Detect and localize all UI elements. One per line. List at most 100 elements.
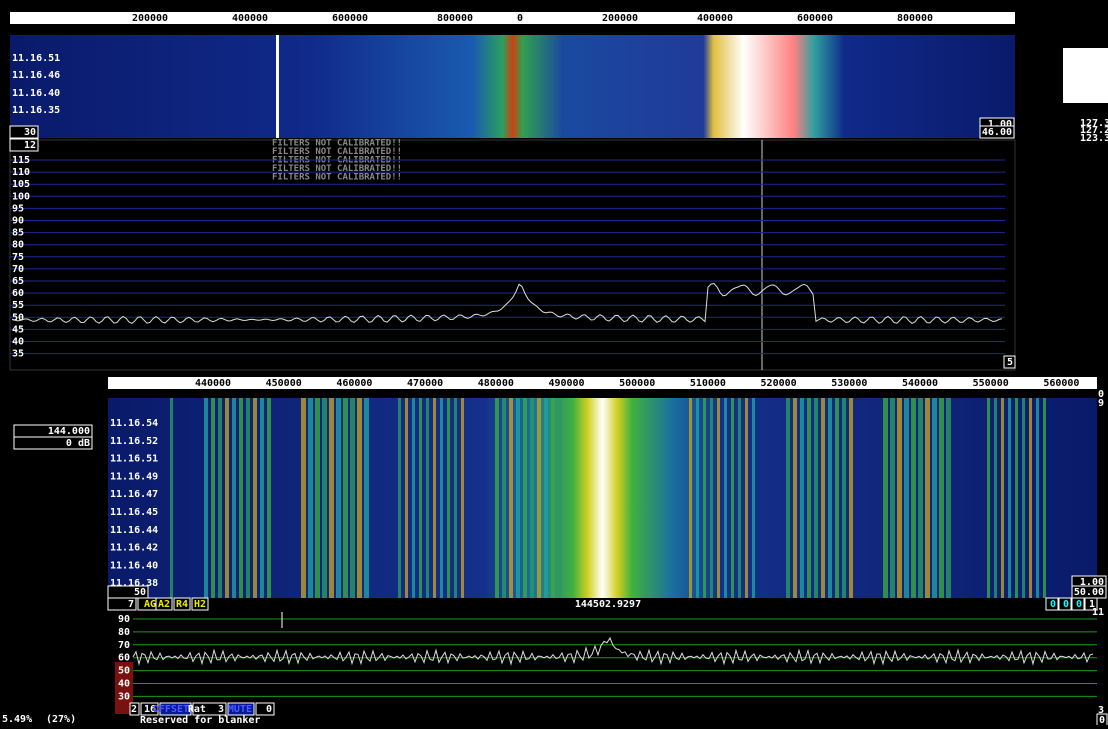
control: OFFSET — [153, 704, 189, 715]
stripe — [170, 398, 173, 598]
time-label: 11.16.44 — [110, 525, 158, 536]
stripe — [267, 398, 271, 598]
control: Rat 3 — [188, 704, 224, 715]
y-label: 105 — [12, 179, 30, 190]
spectrum-area — [10, 140, 1015, 370]
y-label: 65 — [12, 276, 24, 287]
scale: 5 — [1007, 357, 1013, 368]
stripe — [544, 398, 548, 598]
stripe — [530, 398, 534, 598]
stripe — [821, 398, 825, 598]
stripe — [987, 398, 990, 598]
stripe — [800, 398, 804, 598]
stripe — [883, 398, 888, 598]
stripe — [433, 398, 436, 598]
freq-label: 520000 — [761, 378, 797, 389]
freq-label: 540000 — [902, 378, 938, 389]
frequency: 144502.9297 — [575, 599, 641, 610]
stripe — [315, 398, 320, 598]
freq-label: 490000 — [548, 378, 584, 389]
range: 46.00 — [982, 127, 1012, 138]
stripe — [461, 398, 464, 598]
y-label: 40 — [118, 679, 130, 690]
y-label: 60 — [118, 653, 130, 664]
stripe — [322, 398, 327, 598]
stripe — [946, 398, 951, 598]
y-label: 45 — [12, 324, 24, 335]
stripe — [495, 398, 499, 598]
stripe — [454, 398, 457, 598]
stripe — [551, 398, 555, 598]
freq-label: 800000 — [897, 13, 933, 24]
stripe — [703, 398, 706, 598]
stripe — [710, 398, 713, 598]
stripe — [786, 398, 790, 598]
freq-label: 600000 — [797, 13, 833, 24]
stripe — [1015, 398, 1018, 598]
stripe — [939, 398, 944, 598]
side-scope — [1063, 48, 1108, 103]
button: 0 — [1050, 599, 1056, 610]
stripe — [419, 398, 422, 598]
y-label: 55 — [12, 300, 24, 311]
button: A2 — [158, 599, 170, 610]
stripe — [807, 398, 811, 598]
zoom: 50 — [134, 587, 146, 598]
freq-scale-bar — [108, 377, 1097, 389]
stripe — [523, 398, 527, 598]
freq-label: 550000 — [973, 378, 1009, 389]
stripe — [225, 398, 229, 598]
stripe — [689, 398, 692, 598]
time-label: 11.16.51 — [12, 53, 60, 64]
button: 0 — [1063, 599, 1069, 610]
stripe — [239, 398, 243, 598]
freq-label: 400000 — [232, 13, 268, 24]
indicator: 11 — [1092, 607, 1104, 618]
stripe — [731, 398, 734, 598]
corner: 0 — [1099, 715, 1105, 725]
freq-label: 0 — [517, 13, 523, 24]
y-label: 70 — [118, 640, 130, 651]
warning: FILTERS NOT CALIBRATED!! — [272, 173, 402, 183]
stripe — [260, 398, 264, 598]
stripe — [412, 398, 415, 598]
stripe — [509, 398, 513, 598]
y-label: 80 — [12, 240, 24, 251]
range: 50.00 — [1074, 587, 1104, 598]
message: Reserved for blanker — [140, 715, 260, 725]
button: H2 — [194, 599, 206, 610]
stripe — [745, 398, 748, 598]
time-label: 11.16.40 — [12, 88, 60, 99]
y-label: 85 — [12, 228, 24, 239]
stripe — [218, 398, 222, 598]
stripe — [301, 398, 306, 598]
stripe — [904, 398, 909, 598]
stripe — [828, 398, 832, 598]
stripe — [724, 398, 727, 598]
freq-label: 400000 — [697, 13, 733, 24]
time-label: 11.16.54 — [110, 418, 158, 429]
freq-label: 440000 — [195, 378, 231, 389]
stripe — [204, 398, 208, 598]
zoom: 30 — [24, 127, 36, 138]
y-label: 75 — [12, 252, 24, 263]
button: 0 — [1076, 599, 1082, 610]
freq-label: 480000 — [478, 378, 514, 389]
stripe — [537, 398, 541, 598]
stripe — [849, 398, 853, 598]
stripe — [398, 398, 401, 598]
stripe — [1001, 398, 1004, 598]
stripe — [405, 398, 408, 598]
stripe — [1022, 398, 1025, 598]
time-label: 11.16.45 — [110, 507, 158, 518]
indicator: 9 — [1098, 398, 1104, 409]
stripe — [357, 398, 362, 598]
freq-label: 200000 — [602, 13, 638, 24]
stripe — [308, 398, 313, 598]
freq-label: 530000 — [831, 378, 867, 389]
freq-label: 470000 — [407, 378, 443, 389]
cpu-load: 5.49% — [2, 714, 32, 725]
stripe — [752, 398, 755, 598]
control: MUTE — [228, 704, 252, 715]
time-label: 11.16.49 — [110, 471, 158, 482]
